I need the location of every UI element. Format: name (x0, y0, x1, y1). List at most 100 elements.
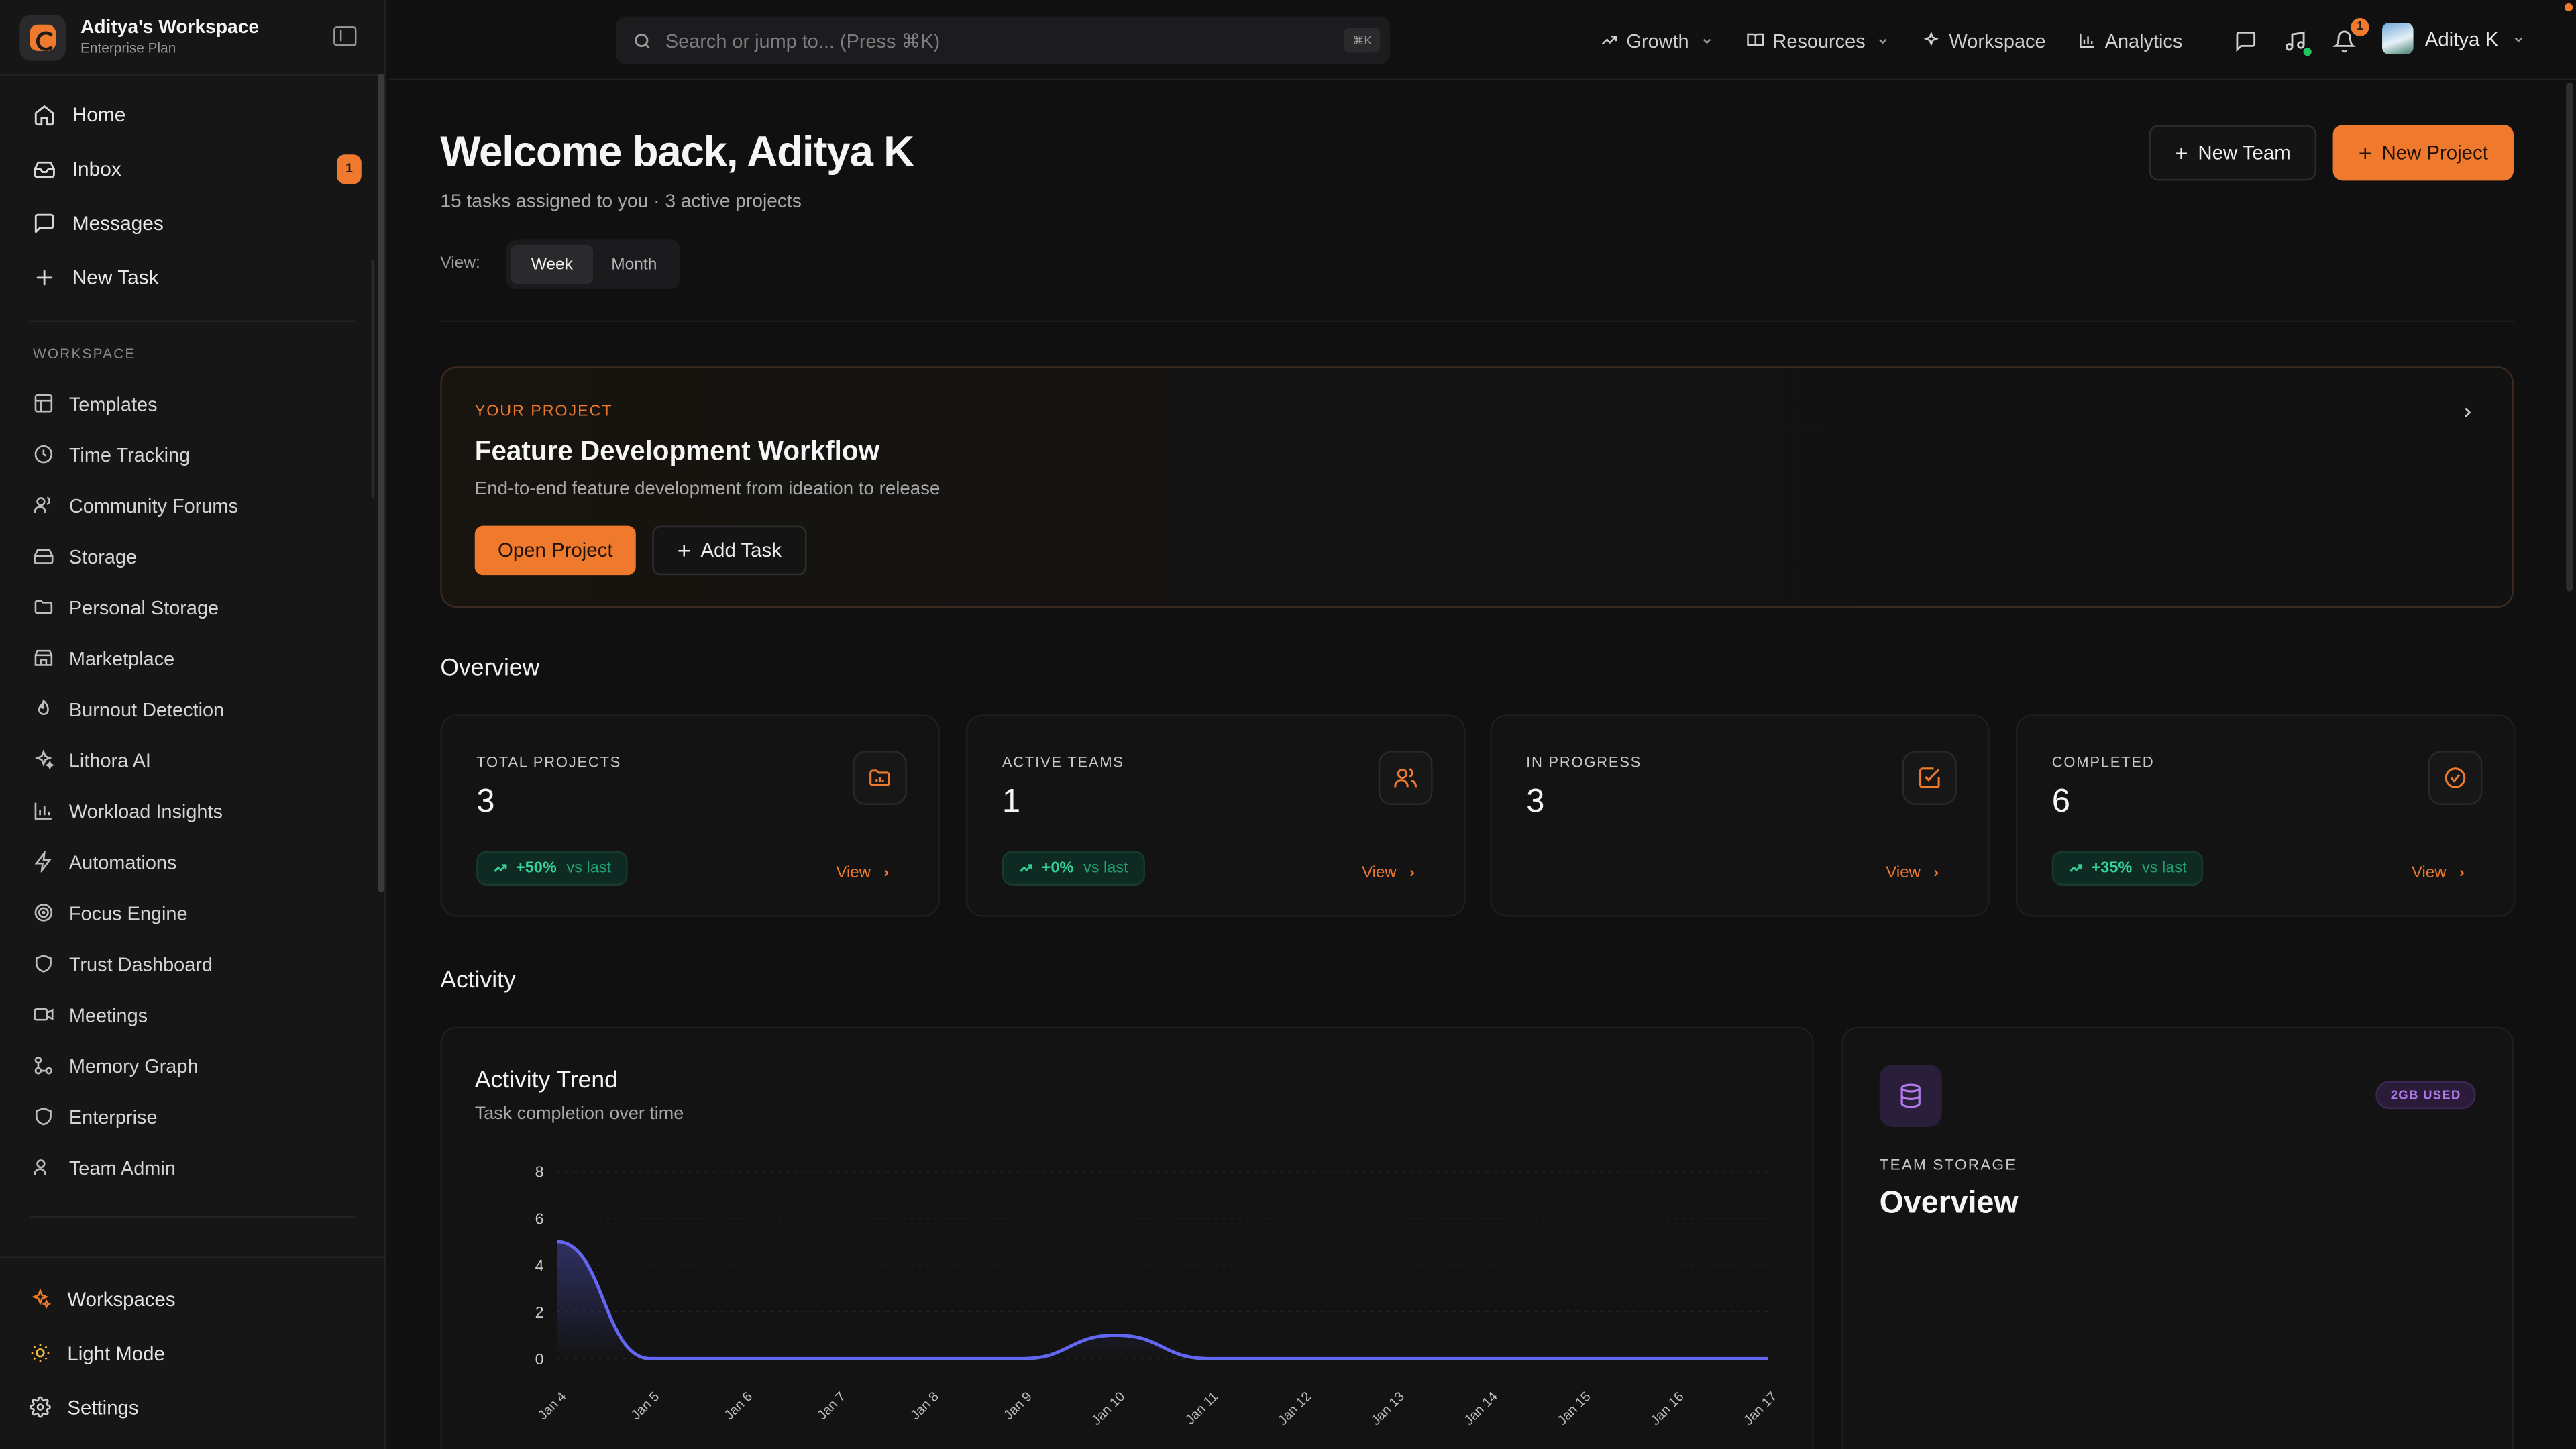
sidebar-item-marketplace[interactable]: Marketplace (0, 633, 384, 684)
avatar (2382, 23, 2414, 54)
sidebar-item-memory-graph[interactable]: Memory Graph (0, 1040, 384, 1091)
main-scrollbar[interactable] (2566, 82, 2573, 592)
light-mode-toggle[interactable]: Light Mode (0, 1326, 386, 1380)
sidebar-item-label: Community Forums (68, 493, 238, 517)
chat-icon[interactable] (2235, 29, 2257, 52)
topnav-analytics[interactable]: Analytics (2079, 29, 2182, 52)
zap-icon (34, 851, 52, 873)
nav-item-new-task[interactable]: New Task (16, 250, 368, 304)
sidebar-item-storage[interactable]: Storage (0, 531, 384, 582)
stat-card-completed: COMPLETED 6 +35% vs last View (2015, 714, 2516, 917)
message-icon (34, 213, 54, 233)
sidebar-item-burnout-detection[interactable]: Burnout Detection (0, 684, 384, 735)
sidebar-item-label: Settings (67, 1395, 139, 1419)
nav-item-home[interactable]: Home (16, 87, 368, 142)
stat-label: ACTIVE TEAMS (1002, 754, 1124, 771)
user-name: Aditya K (2424, 27, 2499, 50)
new-project-button[interactable]: + New Project (2332, 125, 2514, 181)
workspace-switcher[interactable]: Aditya's Workspace Enterprise Plan (0, 0, 385, 76)
chart-subtitle: Task completion over time (474, 1104, 684, 1124)
storage-title: Overview (1879, 1186, 2019, 1221)
chart-title: Activity Trend (474, 1067, 618, 1095)
sparkles-icon (1924, 31, 1940, 46)
stat-label: IN PROGRESS (1526, 754, 1642, 771)
add-task-button[interactable]: + Add Task (652, 525, 807, 576)
view-week-button[interactable]: Week (511, 244, 594, 284)
topbar: Search or jump to... (Press ⌘K) ⌘K Growt… (387, 0, 2576, 81)
sidebar-item-time-tracking[interactable]: Time Tracking (0, 429, 384, 480)
project-description: End-to-end feature development from idea… (474, 480, 941, 500)
link-label: View (836, 864, 871, 883)
stat-view-link[interactable]: View (1362, 864, 1417, 882)
sidebar-item-templates[interactable]: Templates (0, 378, 384, 429)
status-dot (2303, 46, 2312, 56)
sidebar-item-team-admin[interactable]: Team Admin (0, 1142, 384, 1193)
chevron-right-icon[interactable] (2459, 402, 2475, 422)
workspace-nav: Templates Time Tracking Community Forums… (0, 378, 384, 1193)
sidebar-item-meetings[interactable]: Meetings (0, 989, 384, 1040)
sidebar-item-workspaces[interactable]: Workspaces (0, 1272, 386, 1326)
sparkles-icon (32, 1288, 51, 1309)
x-tick-label: Jan 7 (815, 1389, 849, 1423)
sidebar-item-label: Trust Dashboard (68, 952, 213, 975)
sidebar-toggle-icon[interactable] (333, 26, 357, 46)
sidebar-item-focus-engine[interactable]: Focus Engine (0, 887, 384, 938)
view-month-button[interactable]: Month (611, 255, 657, 274)
notifications-button[interactable]: 1 (2332, 17, 2369, 52)
topnav-resources[interactable]: Resources (1746, 29, 1890, 52)
clock-icon (34, 445, 53, 464)
new-team-button[interactable]: + New Team (2149, 125, 2317, 181)
sidebar-item-automations[interactable]: Automations (0, 837, 384, 888)
x-tick-label: Jan 8 (908, 1389, 942, 1423)
sidebar-item-label: Time Tracking (68, 443, 191, 466)
sidebar-item-trust-dashboard[interactable]: Trust Dashboard (0, 938, 384, 989)
y-tick-label: 8 (535, 1163, 544, 1181)
music-button[interactable] (2284, 29, 2312, 56)
page-title: Welcome back, Aditya K (440, 126, 914, 176)
chevron-down-icon (1703, 38, 1711, 44)
stat-view-link[interactable]: View (2412, 864, 2467, 882)
nav-item-label: Messages (72, 211, 164, 234)
nav-item-messages[interactable]: Messages (16, 195, 368, 250)
top-nav: Growth Resources Workspace Analytics (1600, 0, 2182, 80)
sidebar-item-personal-storage[interactable]: Personal Storage (0, 582, 384, 633)
search-input[interactable]: Search or jump to... (Press ⌘K) ⌘K (616, 16, 1390, 64)
sidebar-item-label: Enterprise (68, 1104, 158, 1128)
scroll-track (371, 259, 375, 498)
sidebar-item-community-forums[interactable]: Community Forums (0, 480, 384, 531)
stat-card-active-teams: ACTIVE TEAMS 1 +0% vs last View (966, 714, 1466, 917)
users-icon (34, 496, 50, 514)
trend-value: +50% (515, 859, 557, 877)
divider (440, 320, 2514, 323)
chevron-down-icon (1879, 38, 1888, 44)
sidebar-item-label: Meetings (68, 1003, 148, 1026)
bar-chart-icon (2080, 33, 2095, 48)
topnav-growth[interactable]: Growth (1600, 29, 1713, 52)
trend-badge: +0% vs last (1002, 851, 1145, 886)
trend-up-icon (2070, 864, 2082, 872)
stat-view-link[interactable]: View (836, 864, 892, 882)
user-menu[interactable]: Aditya K (2382, 23, 2524, 54)
sidebar-item-enterprise[interactable]: Enterprise (0, 1091, 384, 1142)
button-label: Add Task (700, 539, 782, 562)
stat-view-link[interactable]: View (1886, 864, 1941, 882)
x-tick-label: Jan 9 (1001, 1389, 1034, 1423)
trend-value: +0% (1041, 859, 1074, 877)
sidebar-item-lithora-ai[interactable]: Lithora AI (0, 735, 384, 786)
divider (30, 320, 355, 323)
link-label: View (1362, 864, 1397, 883)
stat-card-total-projects: TOTAL PROJECTS 3 +50% vs last View (440, 714, 940, 917)
stat-value: 1 (1002, 784, 1021, 820)
open-project-button[interactable]: Open Project (474, 525, 636, 576)
topnav-workspace[interactable]: Workspace (1923, 28, 2046, 52)
nav-item-inbox[interactable]: Inbox 1 (16, 142, 368, 196)
trend-badge: +50% vs last (476, 851, 628, 886)
sidebar-item-workload-insights[interactable]: Workload Insights (0, 786, 384, 837)
sparkles-icon (35, 749, 54, 770)
stat-value: 3 (476, 784, 495, 820)
button-label: New Team (2198, 141, 2291, 164)
sidebar-scrollbar[interactable] (378, 74, 385, 892)
sidebar-item-settings[interactable]: Settings (0, 1380, 386, 1434)
topnav-label: Workspace (1949, 28, 2046, 52)
search-icon (635, 32, 650, 48)
